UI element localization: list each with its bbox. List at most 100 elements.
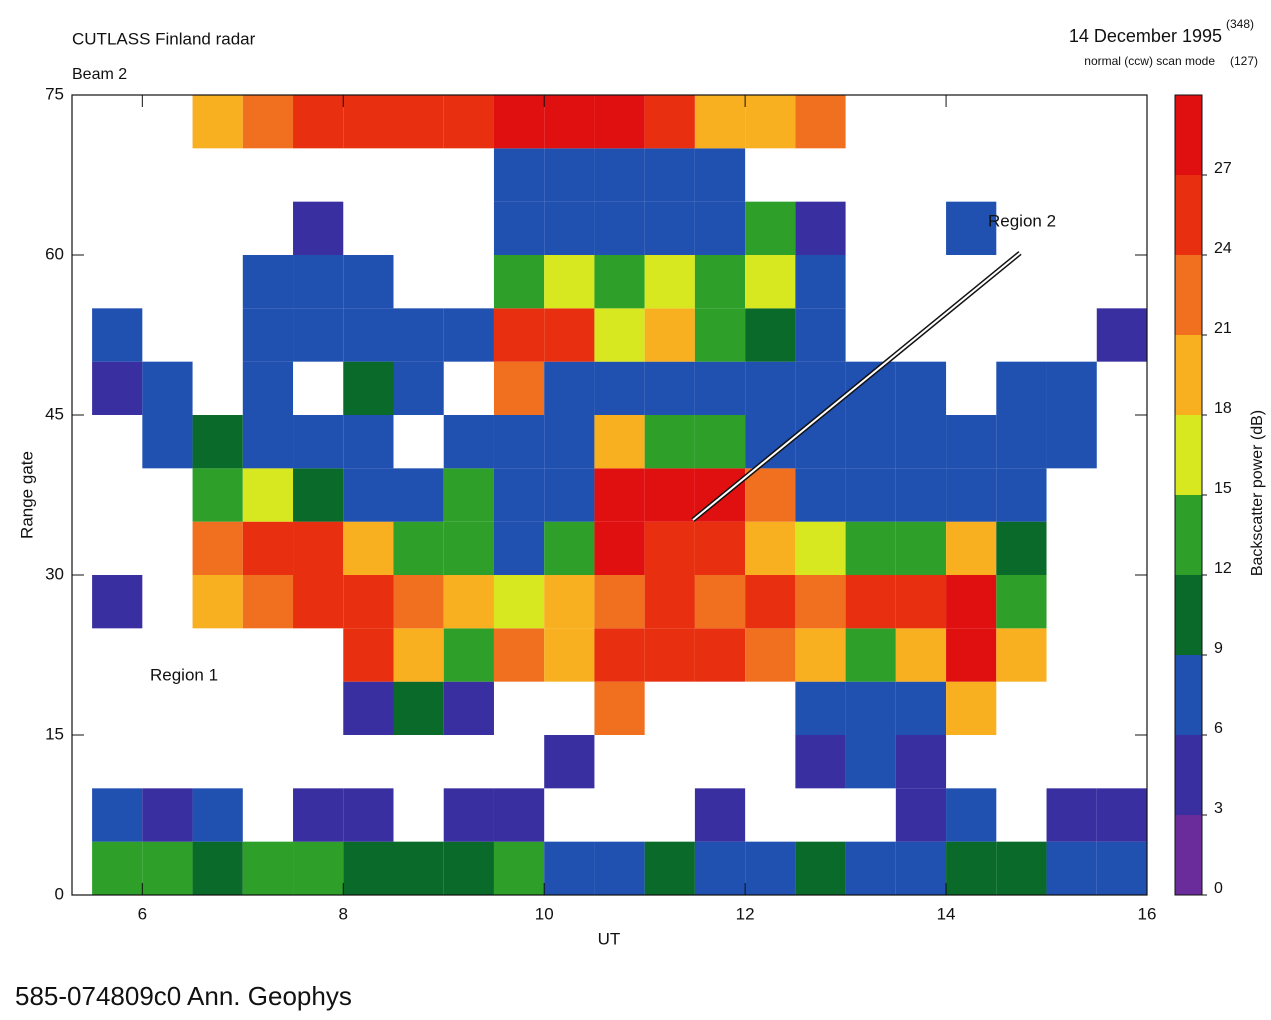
heatmap-cell [695, 255, 745, 308]
heatmap-cell [896, 468, 946, 521]
heatmap-cell [293, 202, 343, 255]
heatmap-cell [293, 255, 343, 308]
heatmap-cell [444, 682, 494, 735]
heatmap-cell [594, 148, 644, 201]
heatmap-cell [645, 148, 695, 201]
heatmap-cell [444, 415, 494, 468]
heatmap-cell [695, 575, 745, 628]
heatmap-cell [544, 842, 594, 895]
colorbar-tick-label: 18 [1214, 400, 1232, 417]
footer: 585-074809c0 Ann. Geophys [15, 981, 352, 1011]
heatmap-cell [393, 468, 443, 521]
heatmap-cell [896, 788, 946, 841]
heatmap-cell [594, 255, 644, 308]
heatmap-cell [846, 682, 896, 735]
heatmap-cell [444, 522, 494, 575]
colorbar-band [1175, 815, 1202, 895]
heatmap-cell [795, 255, 845, 308]
heatmap-cell [896, 415, 946, 468]
colorbar-tick-label: 27 [1214, 160, 1232, 177]
heatmap-cell [795, 682, 845, 735]
heatmap-cell [745, 308, 795, 361]
heatmap-cell [494, 415, 544, 468]
x-tick-label: 14 [937, 904, 956, 923]
heatmap-cell [645, 522, 695, 575]
heatmap-cell [594, 575, 644, 628]
heatmap-cell [444, 628, 494, 681]
heatmap-cell [946, 788, 996, 841]
heatmap-cell [594, 628, 644, 681]
heatmap-cell [795, 362, 845, 415]
heatmap-cell [544, 468, 594, 521]
heatmap-cell [494, 148, 544, 201]
heatmap-cell [795, 842, 845, 895]
scan-mode: normal (ccw) scan mode [1084, 54, 1215, 68]
colorbar-band [1175, 495, 1202, 575]
heatmap-cell [695, 415, 745, 468]
heatmap-cell [193, 415, 243, 468]
heatmap-cell [645, 575, 695, 628]
heatmap-cell [946, 468, 996, 521]
colorbar-label: Backscatter power (dB) [1249, 410, 1266, 576]
date-note: (348) [1226, 17, 1254, 31]
heatmap-cell [946, 522, 996, 575]
heatmap-cell [695, 362, 745, 415]
heatmap-cell [544, 415, 594, 468]
heatmap-cell [1097, 842, 1147, 895]
heatmap-cell [343, 362, 393, 415]
heatmap-cell [243, 362, 293, 415]
heatmap-cell [645, 202, 695, 255]
x-axis-label: UT [598, 929, 621, 948]
heatmap-cell [92, 575, 142, 628]
heatmap-cell [142, 842, 192, 895]
heatmap-cell [996, 522, 1046, 575]
x-tick-label: 16 [1138, 904, 1157, 923]
heatmap-cell [795, 415, 845, 468]
y-tick-label: 30 [45, 564, 64, 583]
annotation: Region 2 [988, 211, 1056, 230]
heatmap-cell [343, 522, 393, 575]
chart-subtitle: Beam 2 [72, 66, 127, 83]
heatmap-cell [92, 362, 142, 415]
heatmap-cell [142, 362, 192, 415]
heatmap-cell [946, 415, 996, 468]
heatmap-cell [243, 842, 293, 895]
heatmap-cell [745, 362, 795, 415]
heatmap-cell [645, 95, 695, 148]
heatmap-cell [92, 308, 142, 361]
colorbar-tick-label: 12 [1214, 560, 1232, 577]
heatmap-cell [243, 575, 293, 628]
heatmap-cell [996, 468, 1046, 521]
date: 14 December 1995 [1069, 26, 1222, 46]
heatmap-cell [594, 842, 644, 895]
heatmap-cell [393, 628, 443, 681]
heatmap-cell [444, 468, 494, 521]
heatmap-cell [896, 842, 946, 895]
heatmap-cell [996, 575, 1046, 628]
heatmap-cell [494, 362, 544, 415]
heatmap-cell [494, 628, 544, 681]
heatmap-cell [544, 148, 594, 201]
heatmap-cell [193, 95, 243, 148]
y-tick-label: 75 [45, 84, 64, 103]
heatmap-cell [996, 362, 1046, 415]
heatmap-cell [645, 308, 695, 361]
heatmap-cell [544, 735, 594, 788]
y-tick-label: 60 [45, 244, 64, 263]
colorbar-band [1175, 655, 1202, 735]
heatmap-cell [293, 468, 343, 521]
heatmap-cell [745, 842, 795, 895]
heatmap-cell [243, 255, 293, 308]
heatmap-cell [1097, 308, 1147, 361]
heatmap-cell [594, 468, 644, 521]
heatmap-cell [293, 522, 343, 575]
heatmap-cell [193, 788, 243, 841]
heatmap-cell [695, 308, 745, 361]
heatmap-cell [92, 842, 142, 895]
x-tick-label: 8 [339, 904, 348, 923]
heatmap-cell [795, 735, 845, 788]
colorbar-band [1175, 95, 1202, 175]
heatmap-cell [946, 682, 996, 735]
heatmap-cell [544, 628, 594, 681]
heatmap-cell [946, 575, 996, 628]
